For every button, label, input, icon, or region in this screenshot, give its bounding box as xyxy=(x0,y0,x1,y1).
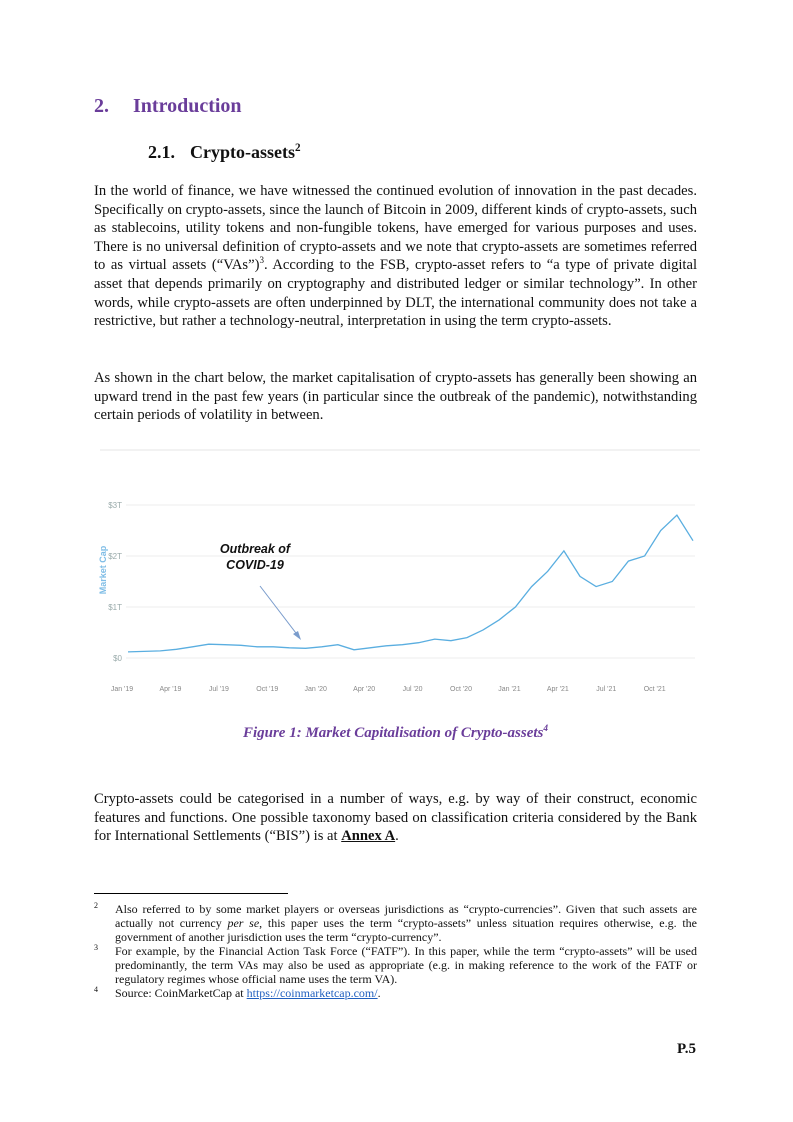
annotation: Outbreak of xyxy=(220,542,292,556)
footnote-ref: 4 xyxy=(543,724,549,734)
arrow-head xyxy=(293,631,301,640)
y-tick-label: $2T xyxy=(108,552,122,561)
y-tick-label: $1T xyxy=(108,603,122,612)
chart: $0 $1T $2T $3T Market Cap Jan '19 Apr '19 Jul '… xyxy=(98,449,700,693)
text-run: Crypto-assets could be categorised in a … xyxy=(94,791,697,845)
footnote-number: 3 xyxy=(94,943,98,952)
text-run: Annex A xyxy=(341,828,396,845)
link[interactable]: https://coinmarketcap.com/ xyxy=(246,986,378,1000)
text-run: As shown in the chart below, the market … xyxy=(94,370,697,424)
text-run: . xyxy=(395,828,399,845)
footnote-text: For example, by the Financial Action Tas… xyxy=(115,944,697,987)
y-tick-label: $3T xyxy=(108,501,122,510)
x-tick-label: Jul '20 xyxy=(403,686,423,693)
paragraph: In the world of finance, we have witness… xyxy=(94,182,697,331)
text-run: per se xyxy=(227,916,260,931)
heading: 2. Introduction xyxy=(94,95,242,118)
data-line xyxy=(127,514,694,653)
x-tick-label: Jan '19 xyxy=(111,686,133,693)
paragraph: Crypto-assets could be categorised in a … xyxy=(94,790,697,846)
annotation: COVID-19 xyxy=(226,558,284,572)
footnote: 3 For example, by the Financial Action Ta… xyxy=(94,943,697,987)
figure-caption: Figure 1: Market Capitalisation of Crypt… xyxy=(94,724,697,742)
text-run: For example, by the Financial Action Tas… xyxy=(115,944,697,987)
footnote-text: Also referred to by some market players … xyxy=(115,902,697,945)
y-axis-label: Market Cap xyxy=(98,545,108,594)
subheading-number: 2.1. xyxy=(148,142,175,162)
footnote: 4 Source: CoinMarketCap at https://coinma… xyxy=(94,985,697,1000)
footnote-rule xyxy=(94,893,288,894)
subheading-title: Crypto-assets xyxy=(190,142,295,162)
text-run: 3 xyxy=(259,255,264,266)
text-run: . According to the FSB, crypto-asset ref… xyxy=(94,257,698,330)
x-tick-label: Apr '21 xyxy=(547,686,569,693)
footnote-number: 2 xyxy=(94,901,98,910)
footnote-number: 4 xyxy=(94,985,98,994)
x-tick-label: Jul '19 xyxy=(209,686,229,693)
x-tick-label: Oct '19 xyxy=(256,686,278,693)
x-tick-label: Jul '21 xyxy=(596,686,616,693)
x-tick-label: Apr '19 xyxy=(159,686,181,693)
text-run: In the world of finance, we have witness… xyxy=(94,183,697,274)
heading-number: 2. xyxy=(94,95,109,117)
x-tick-label: Oct '21 xyxy=(644,686,666,693)
annotation-arrow xyxy=(259,585,300,638)
paragraph: As shown in the chart below, the market … xyxy=(94,369,697,425)
y-tick-label: $0 xyxy=(113,654,122,663)
text-run: , this paper uses the term “crypto-asset… xyxy=(115,916,697,945)
x-tick-label: Jan '20 xyxy=(305,686,327,693)
caption-text: Figure 1: Market Capitalisation of Crypt… xyxy=(242,725,544,741)
text-run: Source: CoinMarketCap at xyxy=(115,986,247,1000)
x-tick-label: Apr '20 xyxy=(353,686,375,693)
x-tick-label: Oct '20 xyxy=(450,686,472,693)
footnote: 2 Also referred to by some market players… xyxy=(94,901,697,945)
text-run: Also referred to by some market players … xyxy=(115,902,697,931)
text-run: . xyxy=(377,986,381,1000)
footnote-text: Source: CoinMarketCap at https://coinmar… xyxy=(115,986,697,1000)
footnote-ref: 2 xyxy=(295,142,301,154)
subheading: 2.1. Crypto-assets2 xyxy=(148,142,301,163)
heading-title: Introduction xyxy=(133,95,242,117)
x-tick-label: Jan '21 xyxy=(498,686,520,693)
page-number: P.5 xyxy=(676,1041,696,1057)
